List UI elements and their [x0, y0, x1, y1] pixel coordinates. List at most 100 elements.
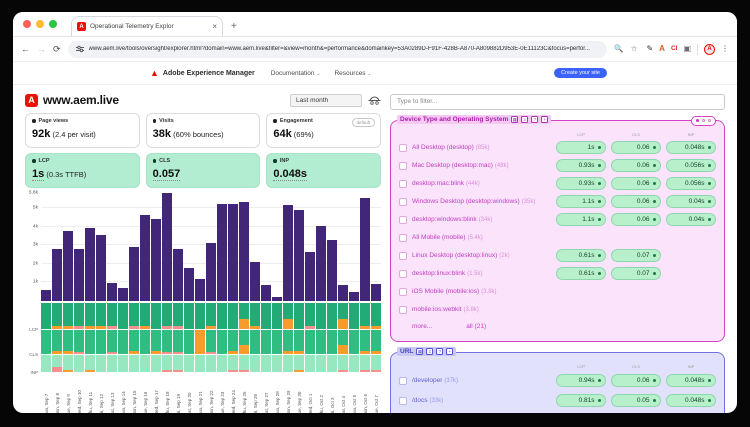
add-icon[interactable]: + — [446, 347, 454, 355]
more-link[interactable]: more... — [412, 323, 433, 330]
visits-card[interactable]: Visits 38k (60% bounces) — [145, 113, 261, 148]
new-tab-button[interactable]: + — [231, 21, 237, 32]
browser-tab[interactable]: A Operational Telemetry Explor × — [71, 16, 223, 36]
row-checkbox[interactable] — [399, 269, 407, 278]
facet-row-label[interactable]: Mac Desktop (desktop:mac) — [412, 162, 493, 169]
heatmap-accent — [294, 351, 304, 354]
inp-card[interactable]: INP 0.048s — [266, 153, 382, 188]
facet-row-label[interactable]: iOS Mobile (mobile:ios) — [412, 288, 480, 295]
bar-chart-icon[interactable]: ▦ — [416, 347, 424, 355]
facet-row-label[interactable]: All Mobile (mobile) — [412, 234, 466, 241]
facet-row-label[interactable]: Linux Desktop (desktop:linux) — [412, 252, 498, 259]
heatmap-cell — [85, 330, 95, 354]
nav-resources[interactable]: Resources ⌄ — [334, 69, 372, 77]
period-select[interactable]: Last month — [290, 93, 362, 107]
bar — [140, 215, 150, 301]
row-checkbox[interactable] — [399, 179, 407, 188]
vital-pill: 1.1s — [556, 195, 606, 208]
tab-title: Operational Telemetry Explor — [90, 23, 174, 30]
incognito-icon[interactable] — [368, 96, 381, 105]
facet-row-label[interactable]: desktop:linux:blink — [412, 270, 466, 277]
list-icon[interactable]: ≡ — [426, 347, 434, 355]
filter-input[interactable] — [390, 93, 725, 110]
x-label-slot: Tue, Sep 23 — [217, 374, 227, 413]
heatmap-cell — [184, 330, 194, 354]
cls-card[interactable]: CLS 0.057 — [145, 153, 261, 188]
row-checkbox[interactable] — [399, 376, 407, 385]
facet-pager[interactable] — [690, 115, 716, 126]
pill-dot-icon — [652, 217, 656, 222]
heatmap-cell — [63, 355, 73, 372]
row-checkbox[interactable] — [399, 161, 407, 170]
pen-extension-icon[interactable]: ✎ — [646, 44, 654, 53]
lcp-card[interactable]: LCP 1s (0.3s TTFB) — [25, 153, 140, 188]
heatmap-cell — [261, 303, 271, 329]
help-icon[interactable]: ? — [531, 115, 539, 123]
facet-row-label[interactable]: /docs — [412, 397, 428, 404]
row-checkbox[interactable] — [399, 215, 407, 224]
orange-extension-icon[interactable]: A — [659, 44, 665, 53]
row-checkbox[interactable] — [399, 396, 407, 405]
heatmap-accent — [173, 370, 183, 372]
bar — [261, 285, 271, 301]
row-checkbox[interactable] — [399, 197, 407, 206]
pill-slot: 0.93s — [556, 159, 606, 172]
pageviews-card[interactable]: Page views 92k (2.4 per visit) — [25, 113, 140, 148]
pill-value: 0.06 — [636, 162, 650, 169]
create-your-site-button[interactable]: Create your site — [554, 68, 607, 78]
heatmap-cell — [184, 303, 194, 329]
help-icon[interactable]: ? — [436, 347, 444, 355]
pager-dot[interactable] — [695, 118, 699, 123]
x-tick-label: Tue, Sep 30 — [296, 391, 302, 413]
facet-row-label[interactable]: All Desktop (desktop) — [412, 144, 474, 151]
pager-dot[interactable] — [707, 118, 711, 123]
bookmark-star-icon[interactable]: ☆ — [630, 44, 638, 54]
bar-chart-icon[interactable]: ▦ — [511, 115, 519, 123]
browser-menu-icon[interactable]: ⋮ — [721, 44, 729, 53]
nav-documentation[interactable]: Documentation ⌄ — [270, 69, 321, 77]
row-checkbox[interactable] — [399, 287, 407, 296]
pill-value: 0.07 — [636, 270, 650, 277]
pill-column-header: CLS — [632, 363, 640, 369]
facet-row: /docs (33k) 0.81s 0.05 0.048s — [399, 391, 716, 411]
pill-dot-icon — [652, 181, 656, 186]
back-icon[interactable]: ← — [21, 43, 30, 54]
brand-title: Adobe Experience Manager — [162, 69, 255, 77]
reload-icon[interactable]: ⟳ — [53, 43, 61, 54]
bar — [305, 252, 315, 301]
close-window-button[interactable] — [23, 20, 31, 28]
zoom-icon[interactable]: 🔍 — [614, 44, 624, 54]
url-bar[interactable]: www.aem.live/tools/oversight/explorer.ht… — [67, 40, 608, 58]
facet-row-label[interactable]: Windows Desktop (desktop:windows) — [412, 198, 520, 205]
heatmap-accent — [85, 326, 95, 329]
ci-extension-icon[interactable]: CI — [670, 44, 678, 52]
row-checkbox[interactable] — [399, 251, 407, 260]
facet-row-label[interactable]: desktop:mac:blink — [412, 180, 465, 187]
metric-dot-icon — [152, 119, 157, 123]
all-link[interactable]: all (21) — [466, 323, 487, 330]
heatmap-cell — [316, 355, 326, 372]
maximize-window-button[interactable] — [49, 20, 57, 28]
forward-icon[interactable]: → — [37, 43, 46, 54]
profile-avatar[interactable]: A — [704, 43, 715, 55]
facet-row: desktop:windows:blink (34k) 1.1s 0.06 0.04s — [399, 211, 716, 229]
pager-dot[interactable] — [701, 118, 705, 123]
x-tick-label: Thu, Sep 25 — [241, 391, 247, 413]
vital-pill: 0.93s — [556, 177, 606, 190]
box-extension-icon[interactable]: ▣ — [683, 44, 691, 53]
facet-row-label[interactable]: mobile:ios:webkit — [412, 306, 462, 313]
tab-close-icon[interactable]: × — [212, 21, 217, 31]
row-checkbox[interactable] — [399, 143, 407, 152]
facet-row-label[interactable]: /developer — [412, 377, 443, 384]
list-icon[interactable]: ≡ — [521, 115, 529, 123]
pill-dot-icon — [597, 217, 601, 222]
bar — [371, 284, 381, 301]
engagement-card[interactable]: Engagement default 64k (69%) — [266, 113, 382, 148]
pill-dot-icon — [707, 398, 711, 403]
add-icon[interactable]: + — [541, 115, 549, 123]
row-checkbox[interactable] — [399, 305, 407, 314]
metric-dot-icon — [32, 119, 36, 123]
facet-row-label[interactable]: desktop:windows:blink — [412, 216, 477, 223]
minimize-window-button[interactable] — [36, 20, 44, 28]
row-checkbox[interactable] — [399, 233, 407, 242]
